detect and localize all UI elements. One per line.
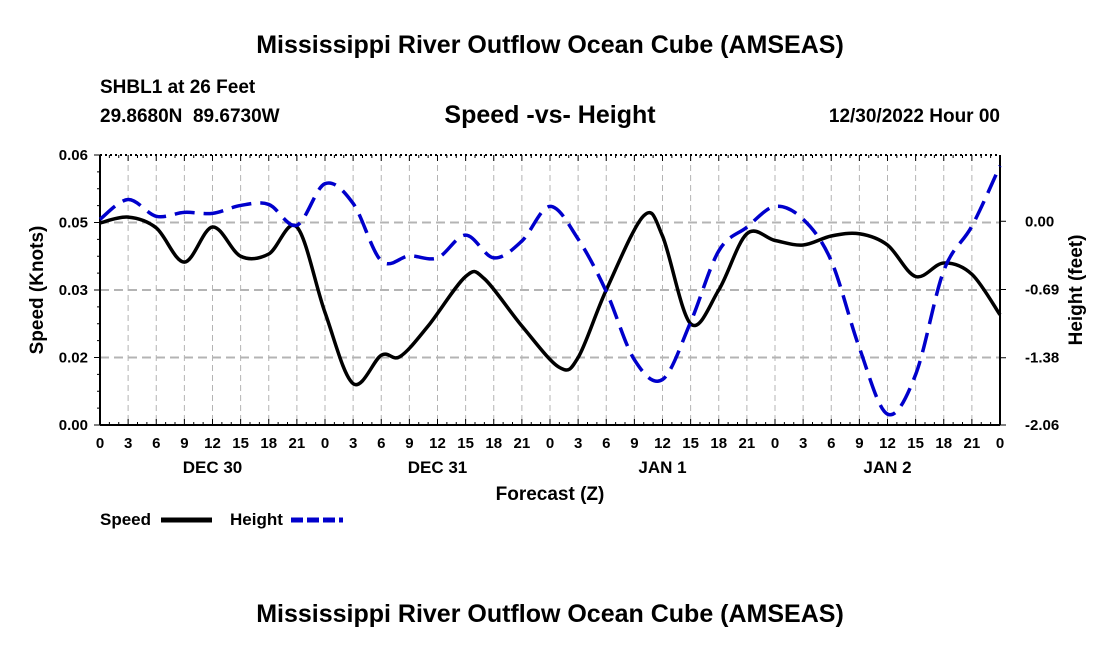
x-tick-label: 12 [429,435,446,452]
day-label: DEC 31 [408,458,468,477]
station-label: SHBL1 at 26 Feet [100,77,256,98]
x-tick-label: 0 [771,435,779,452]
x-tick-label: 9 [855,435,863,452]
x-tick-label: 21 [289,435,306,452]
day-label: DEC 30 [183,458,243,477]
y2-tick-label: 0.00 [1025,213,1054,230]
x-tick-label: 6 [377,435,385,452]
x-tick-label: 18 [935,435,952,452]
x-tick-label: 0 [96,435,104,452]
x-tick-label: 21 [964,435,981,452]
main-title: Mississippi River Outflow Ocean Cube (AM… [256,31,844,59]
x-tick-label: 18 [260,435,277,452]
grid [100,155,1000,425]
y-tick-label: 0.06 [59,147,88,164]
x-tick-label: 12 [204,435,221,452]
x-tick-label: 9 [405,435,413,452]
y-tick-label: 0.00 [59,417,88,434]
axes: 0 3 6 9 12 15 18 21 0 3 6 9 12 15 18 21 0 3 6 9 12 15 18 21 0 3 6 9… [59,147,1059,477]
legend: Speed Height [100,510,343,529]
x-tick-label: 12 [879,435,896,452]
x-tick-label: 15 [907,435,924,452]
y2-tick-label: -0.69 [1025,282,1059,299]
y-tick-label: 0.03 [59,282,88,299]
x-tick-label: 15 [457,435,474,452]
x-tick-label: 15 [682,435,699,452]
x-axis-label: Forecast (Z) [496,484,605,505]
day-label: JAN 2 [863,458,911,477]
x-tick-label: 6 [827,435,835,452]
y-tick-label: 0.05 [59,215,88,232]
x-tick-label: 21 [514,435,531,452]
x-tick-label: 18 [710,435,727,452]
y2-tick-label: -1.38 [1025,350,1059,367]
y2-axis-label: Height (feet) [1066,235,1087,346]
y-axis-label: Speed (Knots) [27,226,48,355]
speed-series-line [99,210,1002,387]
footer-title: Mississippi River Outflow Ocean Cube (AM… [256,600,844,628]
legend-height-label: Height [230,510,283,529]
x-tick-label: 6 [152,435,160,452]
forecast-datetime: 12/30/2022 Hour 00 [828,106,1000,127]
coordinates-label: 29.8680N 89.6730W [100,106,280,127]
legend-speed-label: Speed [100,510,151,529]
x-tick-label: 0 [996,435,1004,452]
x-tick-label: 15 [232,435,249,452]
x-tick-label: 3 [799,435,807,452]
chart-subtitle: Speed -vs- Height [444,101,656,129]
x-tick-label: 3 [124,435,132,452]
day-label: JAN 1 [638,458,686,477]
x-tick-label: 3 [349,435,357,452]
x-tick-label: 12 [654,435,671,452]
x-tick-label: 3 [574,435,582,452]
x-tick-label: 6 [602,435,610,452]
series [98,165,1002,417]
x-tick-label: 9 [180,435,188,452]
height-series-line [98,165,1002,417]
y-tick-label: 0.02 [59,350,88,367]
x-tick-label: 21 [739,435,756,452]
x-tick-label: 0 [321,435,329,452]
y2-tick-label: -2.06 [1025,417,1059,434]
x-tick-label: 0 [546,435,554,452]
x-tick-label: 18 [485,435,502,452]
x-tick-label: 9 [630,435,638,452]
